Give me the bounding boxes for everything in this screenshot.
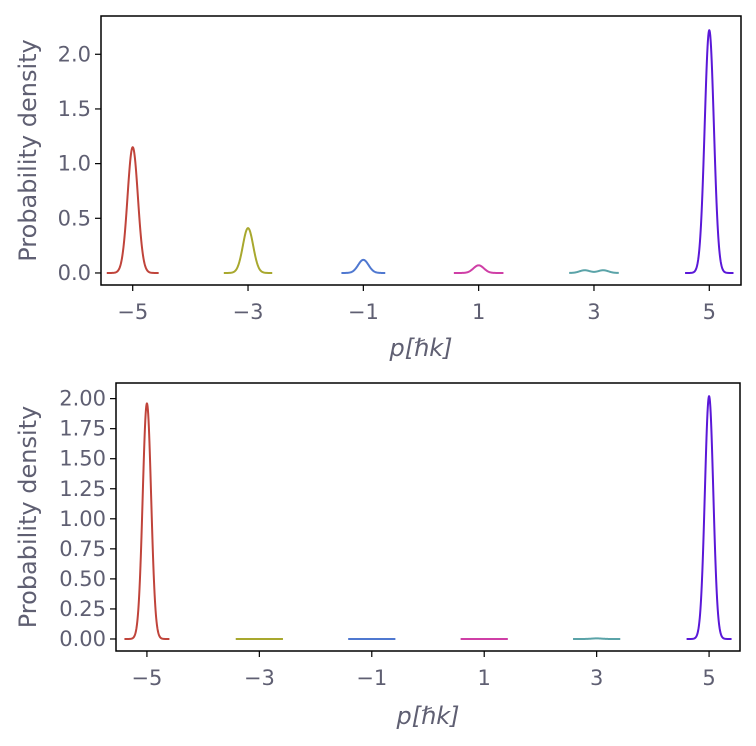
y-tick-label: 0.0	[58, 261, 91, 285]
x-tick-label: −1	[348, 300, 379, 324]
x-tick-label: 5	[703, 300, 716, 324]
x-tick-label: −5	[117, 300, 148, 324]
y-axis-label: Probability density	[14, 406, 42, 629]
y-axis-label: Probability density	[14, 39, 42, 262]
series-line-4	[453, 264, 505, 274]
y-tick-label: 1.50	[59, 447, 106, 471]
x-axis-label: p[ℏk]	[388, 334, 452, 362]
x-tick-label: −3	[244, 666, 275, 690]
series-line-2	[223, 227, 273, 274]
series-line-1	[123, 402, 171, 640]
series-line-6	[685, 395, 733, 640]
series-line-3	[340, 258, 386, 274]
y-tick-label: 1.00	[59, 507, 106, 531]
x-tick-label: −3	[233, 300, 264, 324]
y-tick-label: 2.00	[59, 387, 106, 411]
series-line-5	[572, 637, 621, 640]
y-tick-label: 1.75	[59, 417, 106, 441]
y-tick-label: 0.75	[59, 537, 106, 561]
plot-frame	[100, 15, 742, 286]
y-tick-label: 1.5	[58, 97, 91, 121]
series-line-5	[568, 269, 620, 274]
x-tick-label: 5	[702, 666, 715, 690]
chart-panel-1: −5 −3 −1 1 3 5 0.0 0.5 1.0 1.5 2.0 p[ℏk] Probability…	[14, 15, 742, 362]
y-tick-label: 0.50	[59, 567, 106, 591]
y-tick-label: 0.5	[58, 206, 91, 230]
series-line-6	[684, 29, 735, 274]
x-tick-label: 3	[587, 300, 600, 324]
y-tick-label: 0.25	[59, 597, 106, 621]
y-tick-label: 0.00	[59, 627, 106, 651]
chart-panel-2: −5 −3 −1 1 3 5 0.00 0.25 0.50 0.75 1.00 1.25 1.50 1.7…	[14, 382, 741, 730]
plot-frame	[115, 382, 741, 652]
x-axis-label: p[ℏk]	[395, 702, 459, 730]
x-tick-label: 3	[590, 666, 603, 690]
x-tick-label: 1	[472, 300, 485, 324]
x-tick-label: −1	[356, 666, 387, 690]
y-tick-label: 2.0	[58, 42, 91, 66]
series-line-1	[106, 146, 160, 274]
y-tick-label: 1.0	[58, 152, 91, 176]
x-tick-label: 1	[478, 666, 491, 690]
y-tick-label: 1.25	[59, 477, 106, 501]
x-tick-label: −5	[131, 666, 162, 690]
